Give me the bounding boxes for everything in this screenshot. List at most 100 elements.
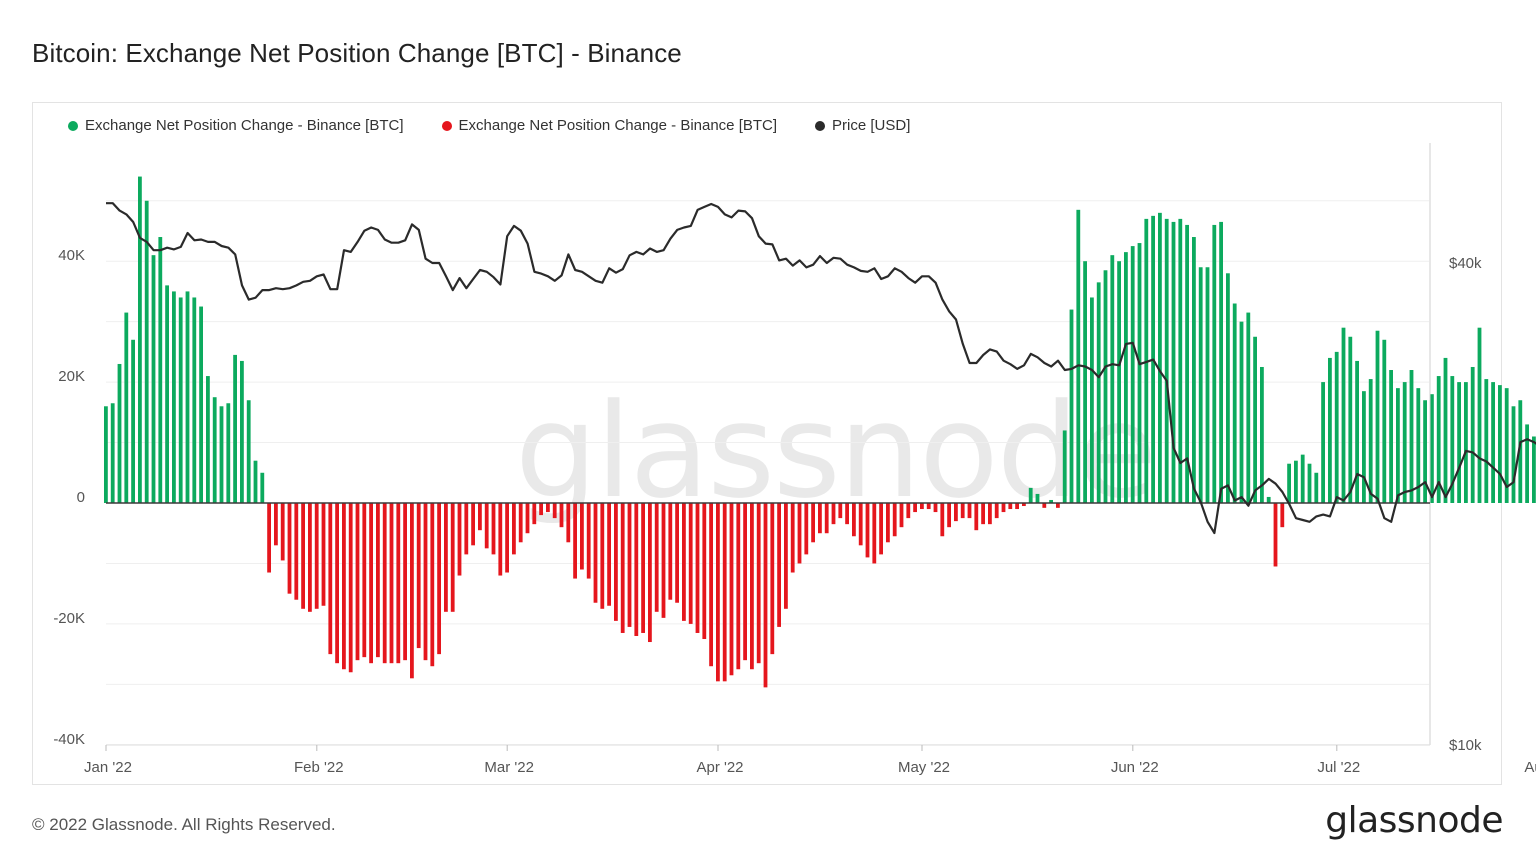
bar-negative <box>389 503 394 664</box>
bar-positive <box>1389 370 1393 503</box>
bar-positive <box>1314 472 1319 503</box>
bar-negative <box>450 503 455 612</box>
bar-negative <box>988 503 992 525</box>
bar-negative <box>838 503 843 519</box>
bar-positive <box>110 403 115 503</box>
bar-negative <box>981 503 985 525</box>
bar-negative <box>478 503 482 531</box>
bar-positive <box>1382 339 1387 503</box>
y-tick-label: 40K <box>58 247 85 264</box>
bar-negative <box>580 503 584 570</box>
bar-negative <box>382 503 387 664</box>
bar-positive <box>104 406 108 503</box>
bar-negative <box>546 503 550 513</box>
legend-item-price[interactable]: Price [USD] <box>815 117 910 134</box>
bar-positive <box>1348 336 1353 503</box>
bar-positive <box>144 200 149 503</box>
bar-negative <box>675 503 679 603</box>
y-tick-label: 20K <box>58 368 85 385</box>
x-tick-label: May '22 <box>898 759 950 776</box>
bar-negative <box>457 503 462 576</box>
bar-positive <box>1232 303 1237 503</box>
legend-item-outflow[interactable]: Exchange Net Position Change - Binance [… <box>441 117 777 134</box>
x-tick-label: Jun '22 <box>1111 759 1159 776</box>
x-tick-label: Jan '22 <box>84 759 132 776</box>
bar-negative <box>280 503 285 561</box>
bar-negative <box>287 503 292 594</box>
bar-negative <box>614 503 618 621</box>
bar-positive <box>1090 297 1094 503</box>
bar-negative <box>362 503 367 658</box>
bar-positive <box>1028 487 1033 503</box>
bar-negative <box>960 503 965 519</box>
copyright: © 2022 Glassnode. All Rights Reserved. <box>32 815 336 834</box>
bar-positive <box>1117 261 1121 503</box>
page-title: Bitcoin: Exchange Net Position Change [B… <box>32 38 682 68</box>
bar-positive <box>1266 496 1271 503</box>
legend-dot-red <box>441 120 452 131</box>
y-right-tick-label: $40k <box>1449 255 1482 272</box>
bar-positive <box>1096 282 1101 503</box>
bar-negative <box>274 503 278 546</box>
y-tick-labels: -40K -20K 0 20K 40K $10k $40k <box>53 247 1482 754</box>
bar-positive <box>1226 273 1230 503</box>
bar-negative <box>512 503 516 555</box>
bar-negative <box>784 503 788 609</box>
bar-negative <box>498 503 503 576</box>
bar-negative <box>464 503 469 555</box>
bar-negative <box>722 503 727 682</box>
y-tick-label: -20K <box>53 610 85 627</box>
bar-positive <box>1525 424 1529 503</box>
bar-negative <box>716 503 720 682</box>
bar-negative <box>1008 503 1013 510</box>
bar-positive <box>1504 388 1509 503</box>
bar-negative <box>845 503 849 525</box>
bar-negative <box>729 503 734 676</box>
bar-negative <box>688 503 693 624</box>
bar-positive <box>1355 360 1359 503</box>
bar-positive <box>212 397 217 503</box>
bar-negative <box>994 503 999 519</box>
bar-negative <box>736 503 741 670</box>
bar-negative <box>314 503 319 609</box>
bar-negative <box>573 503 577 579</box>
bar-negative <box>743 503 747 661</box>
legend-item-inflow[interactable]: Exchange Net Position Change - Binance [… <box>68 117 404 134</box>
x-tick-label: Jul '22 <box>1317 759 1360 776</box>
bar-negative <box>1022 503 1026 507</box>
bar-negative <box>974 503 979 531</box>
bar-negative <box>682 503 686 621</box>
bar-positive <box>1396 388 1400 503</box>
bar-positive <box>1076 209 1081 503</box>
bar-negative <box>423 503 428 661</box>
bar-positive <box>124 312 129 503</box>
x-tick-label: Aug '22 <box>1524 759 1536 776</box>
bar-negative <box>933 503 938 513</box>
bar-positive <box>260 472 265 503</box>
bar-negative <box>920 503 924 510</box>
bar-positive <box>1110 255 1115 503</box>
bar-positive <box>1423 400 1427 503</box>
bar-positive <box>192 297 197 503</box>
bar-negative <box>1280 503 1285 528</box>
bar-positive <box>246 400 251 503</box>
bar-negative <box>695 503 700 633</box>
bar-negative <box>471 503 475 546</box>
bar-negative <box>403 503 407 661</box>
bars-group <box>104 176 1536 688</box>
bar-negative <box>648 503 652 643</box>
bar-positive <box>172 291 176 503</box>
bar-positive <box>1130 246 1135 503</box>
bar-negative <box>954 503 958 522</box>
x-tick-labels: Jan '22 Feb '22 Mar '22 Apr '22 May '22 Jun '… <box>84 759 1536 776</box>
bar-negative <box>505 503 509 573</box>
bar-negative <box>661 503 666 618</box>
bar-positive <box>1158 212 1162 503</box>
bar-positive <box>1049 499 1053 503</box>
bar-positive <box>1375 330 1380 503</box>
bar-negative <box>886 503 890 543</box>
bar-positive <box>1518 400 1523 503</box>
bar-negative <box>1001 503 1006 513</box>
bar-negative <box>348 503 353 673</box>
